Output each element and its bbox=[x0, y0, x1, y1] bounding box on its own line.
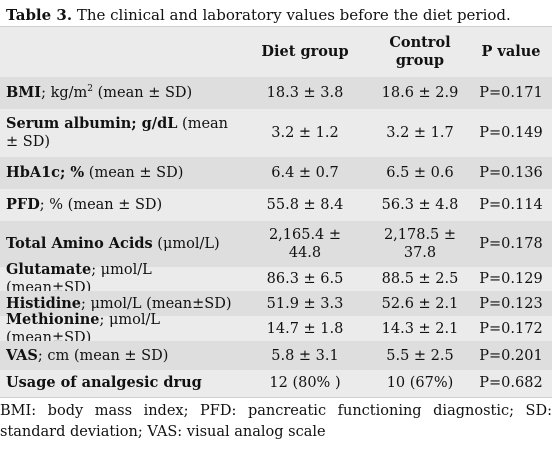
diet-value: 12 (80% ) bbox=[269, 375, 341, 391]
header-col-pvalue: P value bbox=[481, 43, 541, 60]
row-name: Glutamate bbox=[6, 261, 92, 278]
control-value: 18.6 ± 2.9 bbox=[381, 85, 459, 101]
row-label: HbA1c; % (mean ± SD) bbox=[6, 157, 238, 189]
control-value: 88.5 ± 2.5 bbox=[381, 271, 459, 287]
diet-value: 18.3 ± 3.8 bbox=[266, 85, 344, 101]
p-value: P=0.682 bbox=[479, 375, 543, 391]
diet-value: 6.4 ± 0.7 bbox=[271, 165, 339, 181]
table-row: Total Amino Acids (μmol/L) 2,165.4 ± 44.… bbox=[0, 221, 552, 267]
p-value: P=0.114 bbox=[479, 197, 543, 213]
control-value: 3.2 ± 1.7 bbox=[386, 125, 454, 141]
table-row: HbA1c; % (mean ± SD) 6.4 ± 0.7 6.5 ± 0.6… bbox=[0, 157, 552, 189]
row-name: Usage of analgesic drug bbox=[6, 374, 202, 391]
table-header-row: Diet group Control group P value bbox=[0, 27, 552, 77]
row-label: Methionine; μmol/L (mean±SD) bbox=[6, 311, 238, 346]
row-name: Total Amino Acids bbox=[6, 235, 153, 252]
row-name: HbA1c; % bbox=[6, 164, 85, 181]
row-unit: ; % (mean ± SD) bbox=[39, 197, 163, 213]
row-unit-superscript: 2 bbox=[87, 84, 94, 95]
control-value: 14.3 ± 2.1 bbox=[381, 320, 459, 337]
diet-value: 86.3 ± 6.5 bbox=[266, 271, 344, 287]
clinical-values-table: Diet group Control group P value BMI; kg… bbox=[0, 26, 552, 398]
row-name: Serum albumin; g/dL bbox=[6, 115, 178, 132]
row-unit: (mean ± SD) bbox=[84, 165, 184, 181]
control-value: 56.3 ± 4.8 bbox=[381, 197, 459, 213]
row-unit: (μmol/L) bbox=[152, 236, 220, 252]
row-label: BMI; kg/m2 (mean ± SD) bbox=[6, 77, 238, 109]
row-unit: ; μmol/L (mean±SD) bbox=[81, 295, 232, 312]
row-label: PFD; % (mean ± SD) bbox=[6, 189, 238, 221]
diet-value: 51.9 ± 3.3 bbox=[266, 295, 344, 312]
control-value: 6.5 ± 0.6 bbox=[386, 165, 454, 181]
row-label: VAS; cm (mean ± SD) bbox=[6, 341, 238, 370]
p-value: P=0.178 bbox=[479, 236, 543, 252]
row-unit-suffix: (mean ± SD) bbox=[93, 85, 193, 101]
diet-value: 3.2 ± 1.2 bbox=[271, 125, 339, 141]
p-value: P=0.172 bbox=[479, 320, 543, 337]
p-value: P=0.201 bbox=[479, 347, 543, 364]
row-unit: ; cm (mean ± SD) bbox=[37, 347, 169, 364]
p-value: P=0.171 bbox=[479, 85, 543, 101]
row-name: PFD bbox=[6, 196, 40, 213]
row-name: Histidine bbox=[6, 294, 81, 312]
table-row: Glutamate; μmol/L (mean±SD) 86.3 ± 6.5 8… bbox=[0, 261, 552, 296]
row-name: Methionine bbox=[6, 310, 100, 328]
diet-value: 5.8 ± 3.1 bbox=[271, 347, 339, 364]
p-value: P=0.136 bbox=[479, 165, 543, 181]
control-value: 52.6 ± 2.1 bbox=[381, 295, 459, 312]
header-col-diet: Diet group bbox=[261, 43, 349, 60]
p-value: P=0.129 bbox=[479, 271, 543, 287]
header-col-control: Control group bbox=[389, 34, 451, 69]
row-name: VAS bbox=[6, 346, 38, 364]
row-label: Serum albumin; g/dL (mean ± SD) bbox=[6, 109, 238, 157]
control-value: 10 (67%) bbox=[386, 375, 454, 391]
control-value: 2,178.5 ± 37.8 bbox=[383, 227, 457, 261]
diet-value: 14.7 ± 1.8 bbox=[266, 320, 344, 337]
row-label: Usage of analgesic drug bbox=[6, 370, 238, 396]
table-row: Usage of analgesic drug 12 (80% ) 10 (67… bbox=[0, 370, 552, 396]
row-unit: ; kg/m bbox=[41, 85, 88, 101]
control-value: 5.5 ± 2.5 bbox=[386, 347, 454, 364]
diet-value: 2,165.4 ± 44.8 bbox=[268, 227, 342, 261]
row-name: BMI bbox=[6, 84, 42, 101]
table-caption-label: Table 3. bbox=[6, 6, 73, 24]
table-footnote: BMI: body mass index; PFD: pancreatic fu… bbox=[0, 403, 552, 440]
header-col-variable bbox=[6, 27, 238, 77]
table-row: Serum albumin; g/dL (mean ± SD) 3.2 ± 1.… bbox=[0, 109, 552, 157]
table-row: BMI; kg/m2 (mean ± SD) 18.3 ± 3.8 18.6 ±… bbox=[0, 77, 552, 109]
row-unit: (mean ± SD) bbox=[6, 116, 229, 150]
table-caption: Table 3. The clinical and laboratory val… bbox=[6, 6, 511, 24]
row-label: Histidine; μmol/L (mean±SD) bbox=[6, 291, 238, 316]
table-row: VAS; cm (mean ± SD) 5.8 ± 3.1 5.5 ± 2.5 … bbox=[0, 341, 552, 370]
table-row: Histidine; μmol/L (mean±SD) 51.9 ± 3.3 5… bbox=[0, 291, 552, 316]
table-row: PFD; % (mean ± SD) 55.8 ± 8.4 56.3 ± 4.8… bbox=[0, 189, 552, 221]
p-value: P=0.123 bbox=[479, 295, 543, 312]
table-caption-text: The clinical and laboratory values befor… bbox=[76, 6, 511, 24]
table-row: Methionine; μmol/L (mean±SD) 14.7 ± 1.8 … bbox=[0, 311, 552, 346]
row-label: Total Amino Acids (μmol/L) bbox=[6, 221, 238, 267]
row-label: Glutamate; μmol/L (mean±SD) bbox=[6, 261, 238, 296]
p-value: P=0.149 bbox=[479, 125, 543, 141]
diet-value: 55.8 ± 8.4 bbox=[266, 197, 344, 213]
